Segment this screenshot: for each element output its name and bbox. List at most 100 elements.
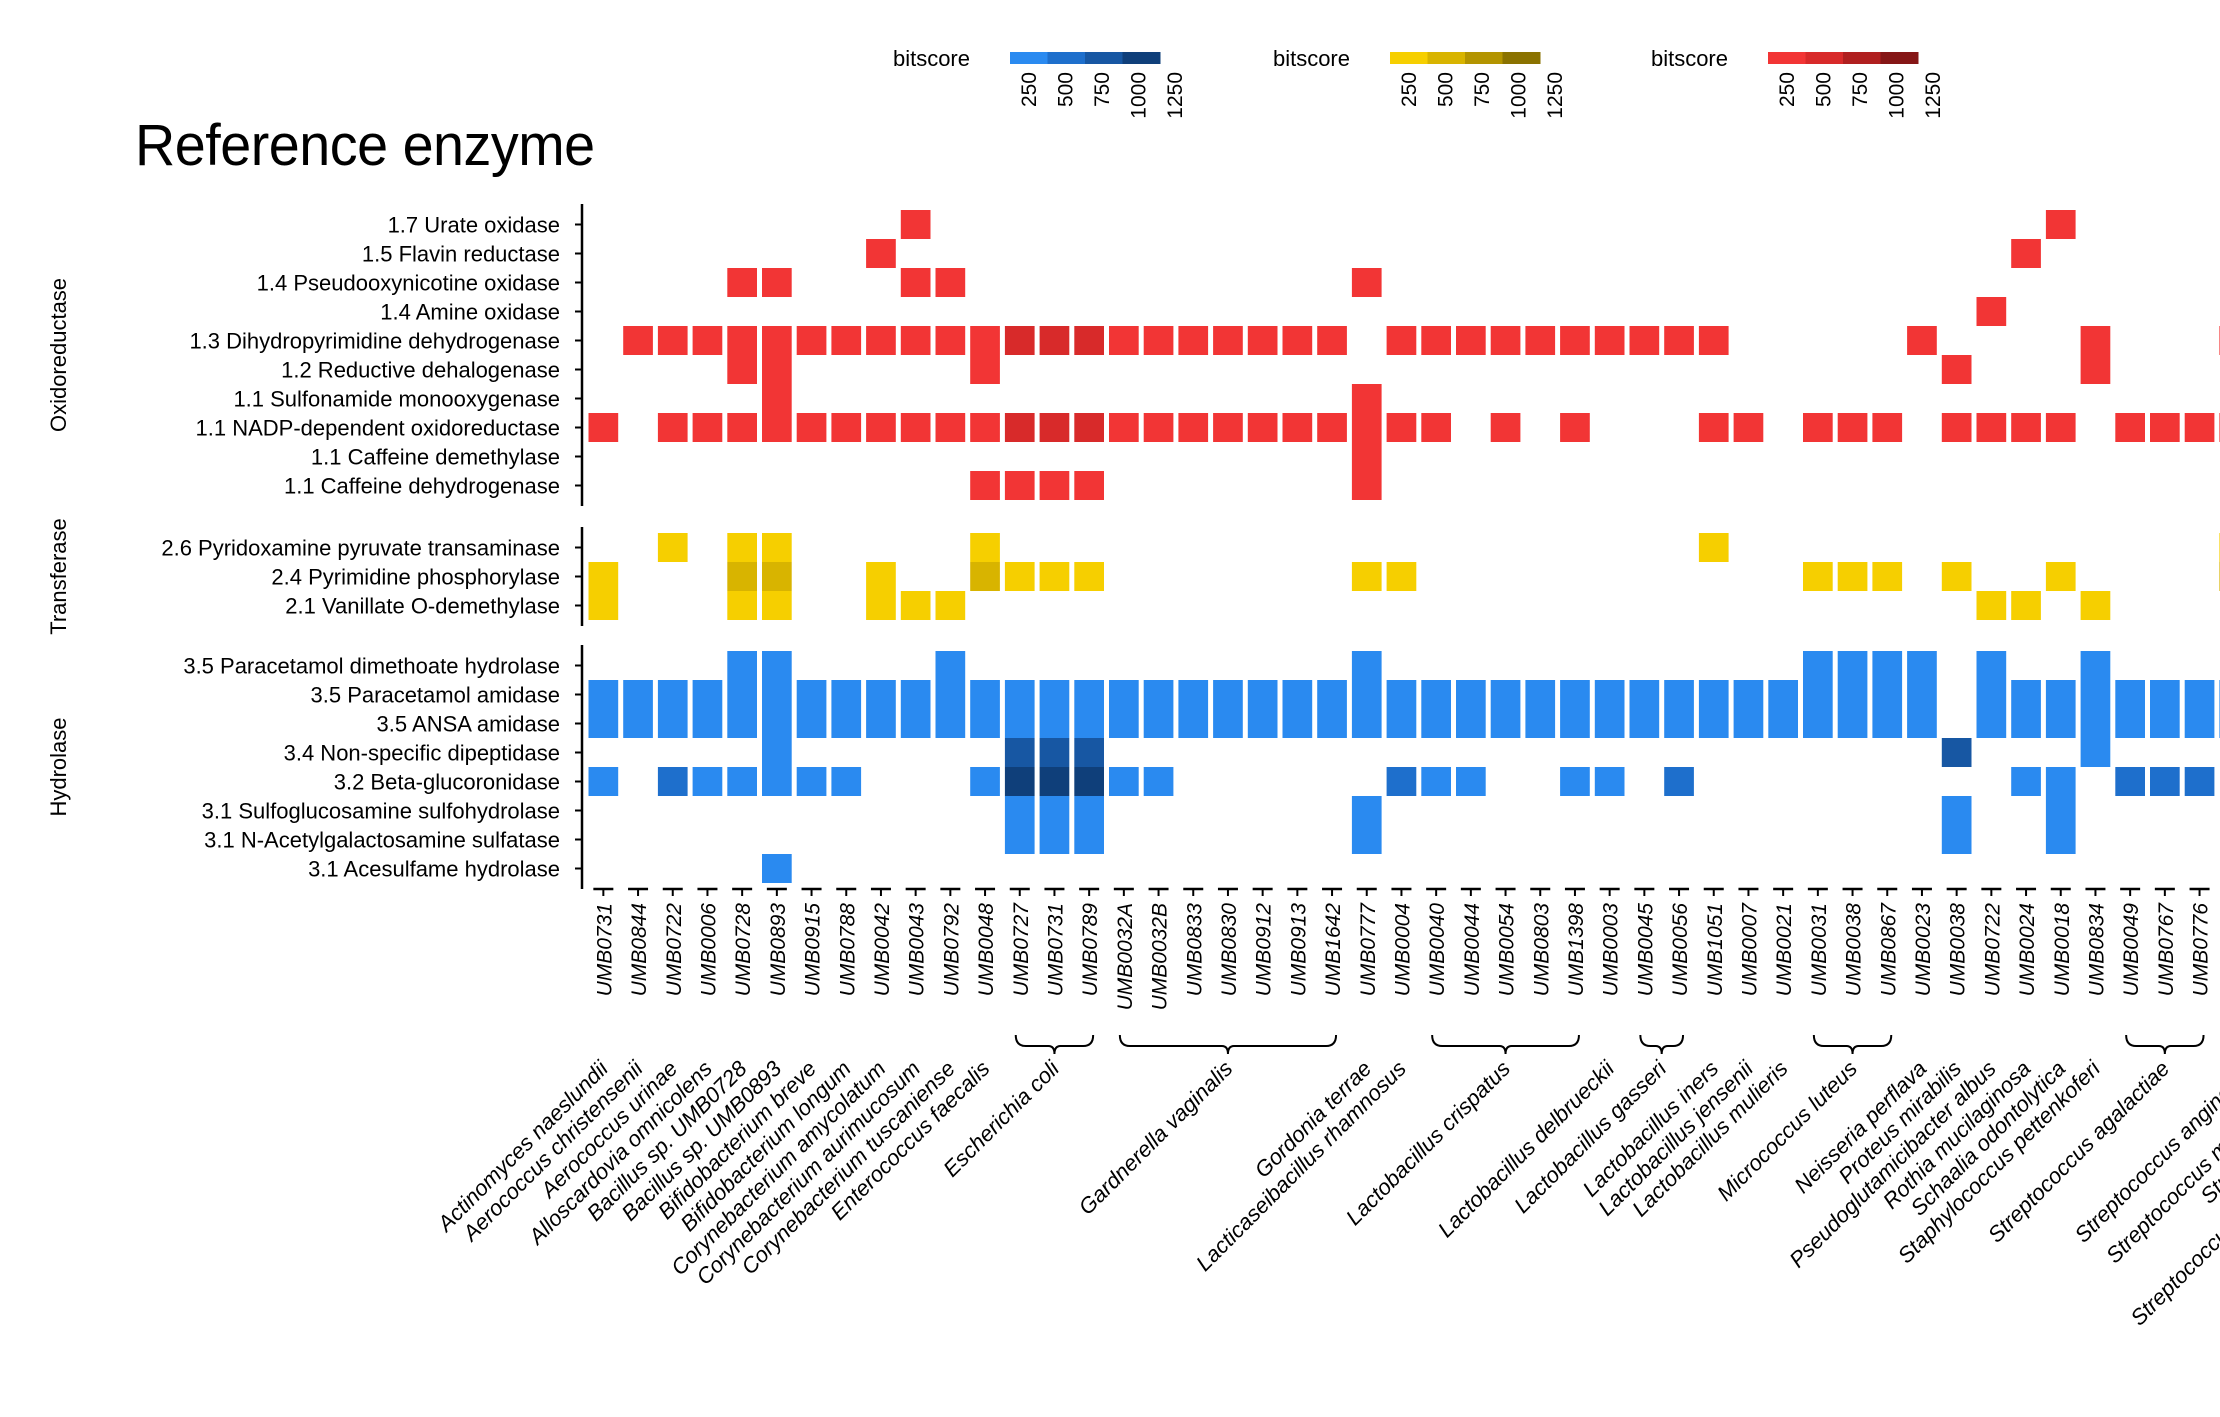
column-label: UMB0042: [871, 903, 894, 997]
column-label: UMB0054: [1496, 903, 1519, 996]
column-label: UMB0731: [593, 903, 616, 996]
column-label: UMB0045: [1634, 903, 1657, 997]
legend-tick-label: 250: [1398, 72, 1421, 107]
heatmap-cell: [1004, 680, 1035, 709]
legend-label: bitscore: [1273, 46, 1350, 71]
heatmap-cell: [657, 326, 688, 355]
heatmap-cell: [1351, 651, 1382, 680]
heatmap-cell: [935, 326, 966, 355]
heatmap-cell: [1178, 413, 1209, 442]
heatmap-cell: [866, 709, 896, 738]
heatmap-cell: [900, 591, 931, 620]
heatmap-cell: [1525, 709, 1556, 738]
column-label: UMB0833: [1183, 903, 1206, 997]
heatmap-cell: [1629, 709, 1660, 738]
legend-tick-label: 1000: [1508, 72, 1531, 119]
heatmap-cell: [727, 533, 757, 562]
heatmap-cell: [1837, 680, 1868, 709]
heatmap-cell: [1351, 384, 1382, 413]
heatmap-cell: [623, 709, 653, 738]
heatmap-cell: [970, 680, 1000, 709]
column-label: UMB0023: [1912, 903, 1935, 997]
legend-color-segment: [1010, 52, 1048, 64]
heatmap-cell: [762, 384, 792, 413]
column-label: UMB0912: [1253, 903, 1276, 997]
heatmap-cell: [588, 709, 619, 738]
heatmap-cell: [762, 738, 792, 767]
heatmap-cell: [1698, 326, 1729, 355]
heatmap-cell: [1039, 680, 1070, 709]
heatmap-cell: [900, 268, 931, 297]
heatmap-cell: [1386, 680, 1417, 709]
legend-tick-label: 500: [1055, 72, 1078, 107]
heatmap-cell: [588, 591, 619, 620]
heatmap-cell: [900, 709, 931, 738]
column-label: UMB0040: [1426, 903, 1449, 997]
legend-color-segment: [1465, 52, 1503, 64]
heatmap-cell: [1004, 326, 1035, 355]
heatmap-cell: [1351, 709, 1382, 738]
heatmap-cell: [2115, 680, 2145, 709]
heatmap-cell: [1039, 413, 1070, 442]
species-brace: [1014, 1034, 1095, 1055]
heatmap-cell: [2080, 326, 2111, 355]
heatmap-cell: [1386, 413, 1417, 442]
legend-color-segment: [1768, 52, 1806, 64]
heatmap-cell: [1525, 326, 1556, 355]
heatmap-cell: [935, 680, 966, 709]
legend-label: bitscore: [893, 46, 970, 71]
heatmap-cell: [1872, 413, 1903, 442]
heatmap-cell: [1074, 825, 1104, 854]
heatmap-cell: [2080, 709, 2111, 738]
heatmap-cell: [1074, 767, 1104, 796]
heatmap-cell: [935, 709, 966, 738]
heatmap-cell: [692, 413, 723, 442]
legend-color-segment: [1122, 52, 1161, 64]
heatmap-cell: [2045, 767, 2076, 796]
heatmap-cell: [1560, 326, 1590, 355]
heatmap-cell: [1004, 413, 1035, 442]
column-label: UMB0727: [1010, 902, 1033, 997]
heatmap-cell: [1039, 767, 1070, 796]
heatmap-cell: [1976, 651, 2007, 680]
heatmap-cell: [1664, 680, 1694, 709]
species-brace: [1639, 1034, 1685, 1055]
chart-title: Reference enzyme: [135, 113, 595, 178]
column-label: UMB0031: [1808, 903, 1831, 996]
heatmap-cell: [1351, 442, 1382, 471]
heatmap-cell: [1664, 709, 1694, 738]
legend-tick-label: 1250: [1164, 72, 1187, 119]
heatmap-cell: [2011, 591, 2041, 620]
heatmap-cell: [1074, 562, 1104, 591]
row-label: 2.6 Pyridoxamine pyruvate transaminase: [161, 536, 560, 561]
heatmap-cell: [831, 709, 862, 738]
heatmap-cell: [2080, 680, 2111, 709]
heatmap-cell: [1317, 326, 1347, 355]
heatmap-cell: [588, 413, 619, 442]
column-label: UMB0006: [697, 903, 720, 997]
heatmap-cell: [762, 533, 792, 562]
heatmap-cell: [2011, 239, 2041, 268]
column-label: UMB0018: [2051, 903, 2074, 997]
heatmap-cell: [623, 680, 653, 709]
heatmap-cell: [2045, 680, 2076, 709]
heatmap-cell: [2150, 709, 2180, 738]
heatmap-cell: [1664, 326, 1694, 355]
heatmap-cell: [1560, 680, 1590, 709]
heatmap-cell: [1351, 268, 1382, 297]
heatmap-cell: [1004, 825, 1035, 854]
heatmap-cell: [1351, 825, 1382, 854]
heatmap-cell: [1907, 680, 1937, 709]
column-label: UMB0893: [767, 903, 790, 997]
heatmap-cell: [970, 355, 1000, 384]
heatmap-cell: [2080, 355, 2111, 384]
row-label: 1.3 Dihydropyrimidine dehydrogenase: [189, 329, 560, 354]
heatmap-cell: [970, 413, 1000, 442]
heatmap-cell: [657, 533, 688, 562]
heatmap-cell: [796, 413, 827, 442]
heatmap-cell: [1351, 562, 1382, 591]
legend-tick-label: 750: [1849, 72, 1872, 107]
column-label: UMB1642: [1322, 903, 1345, 997]
heatmap-cell: [1386, 326, 1417, 355]
heatmap-cell: [762, 326, 792, 355]
